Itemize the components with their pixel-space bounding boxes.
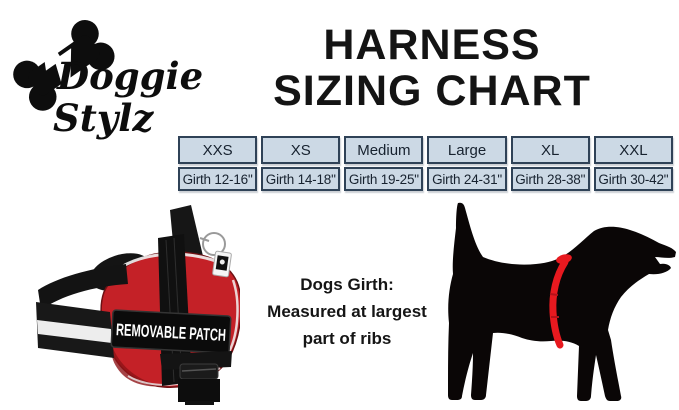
- girth-cell-xxs: Girth 12-16": [178, 167, 258, 191]
- size-header-large: Large: [427, 136, 507, 164]
- girth-note-line2: Measured at largest: [267, 302, 427, 321]
- doggie-stylz-logo: Doggie Stylz: [0, 0, 240, 170]
- brand-name-line1: Doggie: [57, 54, 204, 98]
- girth-band: [549, 258, 569, 349]
- size-header-row: XXS XS Medium Large XL XXL: [178, 136, 673, 164]
- girth-cell-medium: Girth 19-25": [344, 167, 424, 191]
- girth-cell-large: Girth 24-31": [427, 167, 507, 191]
- bone-icon: [13, 19, 115, 112]
- girth-cell-xxl: Girth 30-42": [593, 167, 673, 191]
- size-header-xl: XL: [510, 136, 590, 164]
- girth-note-line1: Dogs Girth:: [300, 275, 394, 294]
- page-title-line2: SIZING CHART: [273, 67, 591, 115]
- page-title-line1: HARNESS: [323, 21, 541, 69]
- size-header-xxl: XXL: [593, 136, 673, 164]
- reflective-stripe: [37, 320, 112, 343]
- girth-cell-xs: Girth 14-18": [261, 167, 341, 191]
- leash-ring-icon: [202, 232, 226, 256]
- harness-illustration: REMOVABLE PATCH: [36, 205, 242, 405]
- dog-body: [448, 202, 676, 401]
- page-title: HARNESS SIZING CHART: [212, 22, 652, 114]
- harness-product-photo: REMOVABLE PATCH: [28, 196, 242, 405]
- size-header-xxs: XXS: [178, 136, 258, 164]
- side-strap-upper: [38, 264, 128, 310]
- girth-value-row: Girth 12-16" Girth 14-18" Girth 19-25" G…: [178, 167, 673, 191]
- girth-note: Dogs Girth: Measured at largest part of …: [250, 271, 444, 352]
- size-header-medium: Medium: [344, 136, 424, 164]
- dog-silhouette: [448, 202, 676, 401]
- brand-tag: [212, 250, 232, 278]
- girth-cell-xl: Girth 28-38": [510, 167, 590, 191]
- removable-patch: REMOVABLE PATCH: [110, 309, 232, 354]
- girth-note-line3: part of ribs: [302, 329, 392, 348]
- brand-name-line2: Stylz: [53, 96, 154, 140]
- dog-silhouette-figure: [437, 200, 679, 405]
- size-header-xs: XS: [261, 136, 341, 164]
- size-table: XXS XS Medium Large XL XXL Girth 12-16" …: [174, 133, 677, 194]
